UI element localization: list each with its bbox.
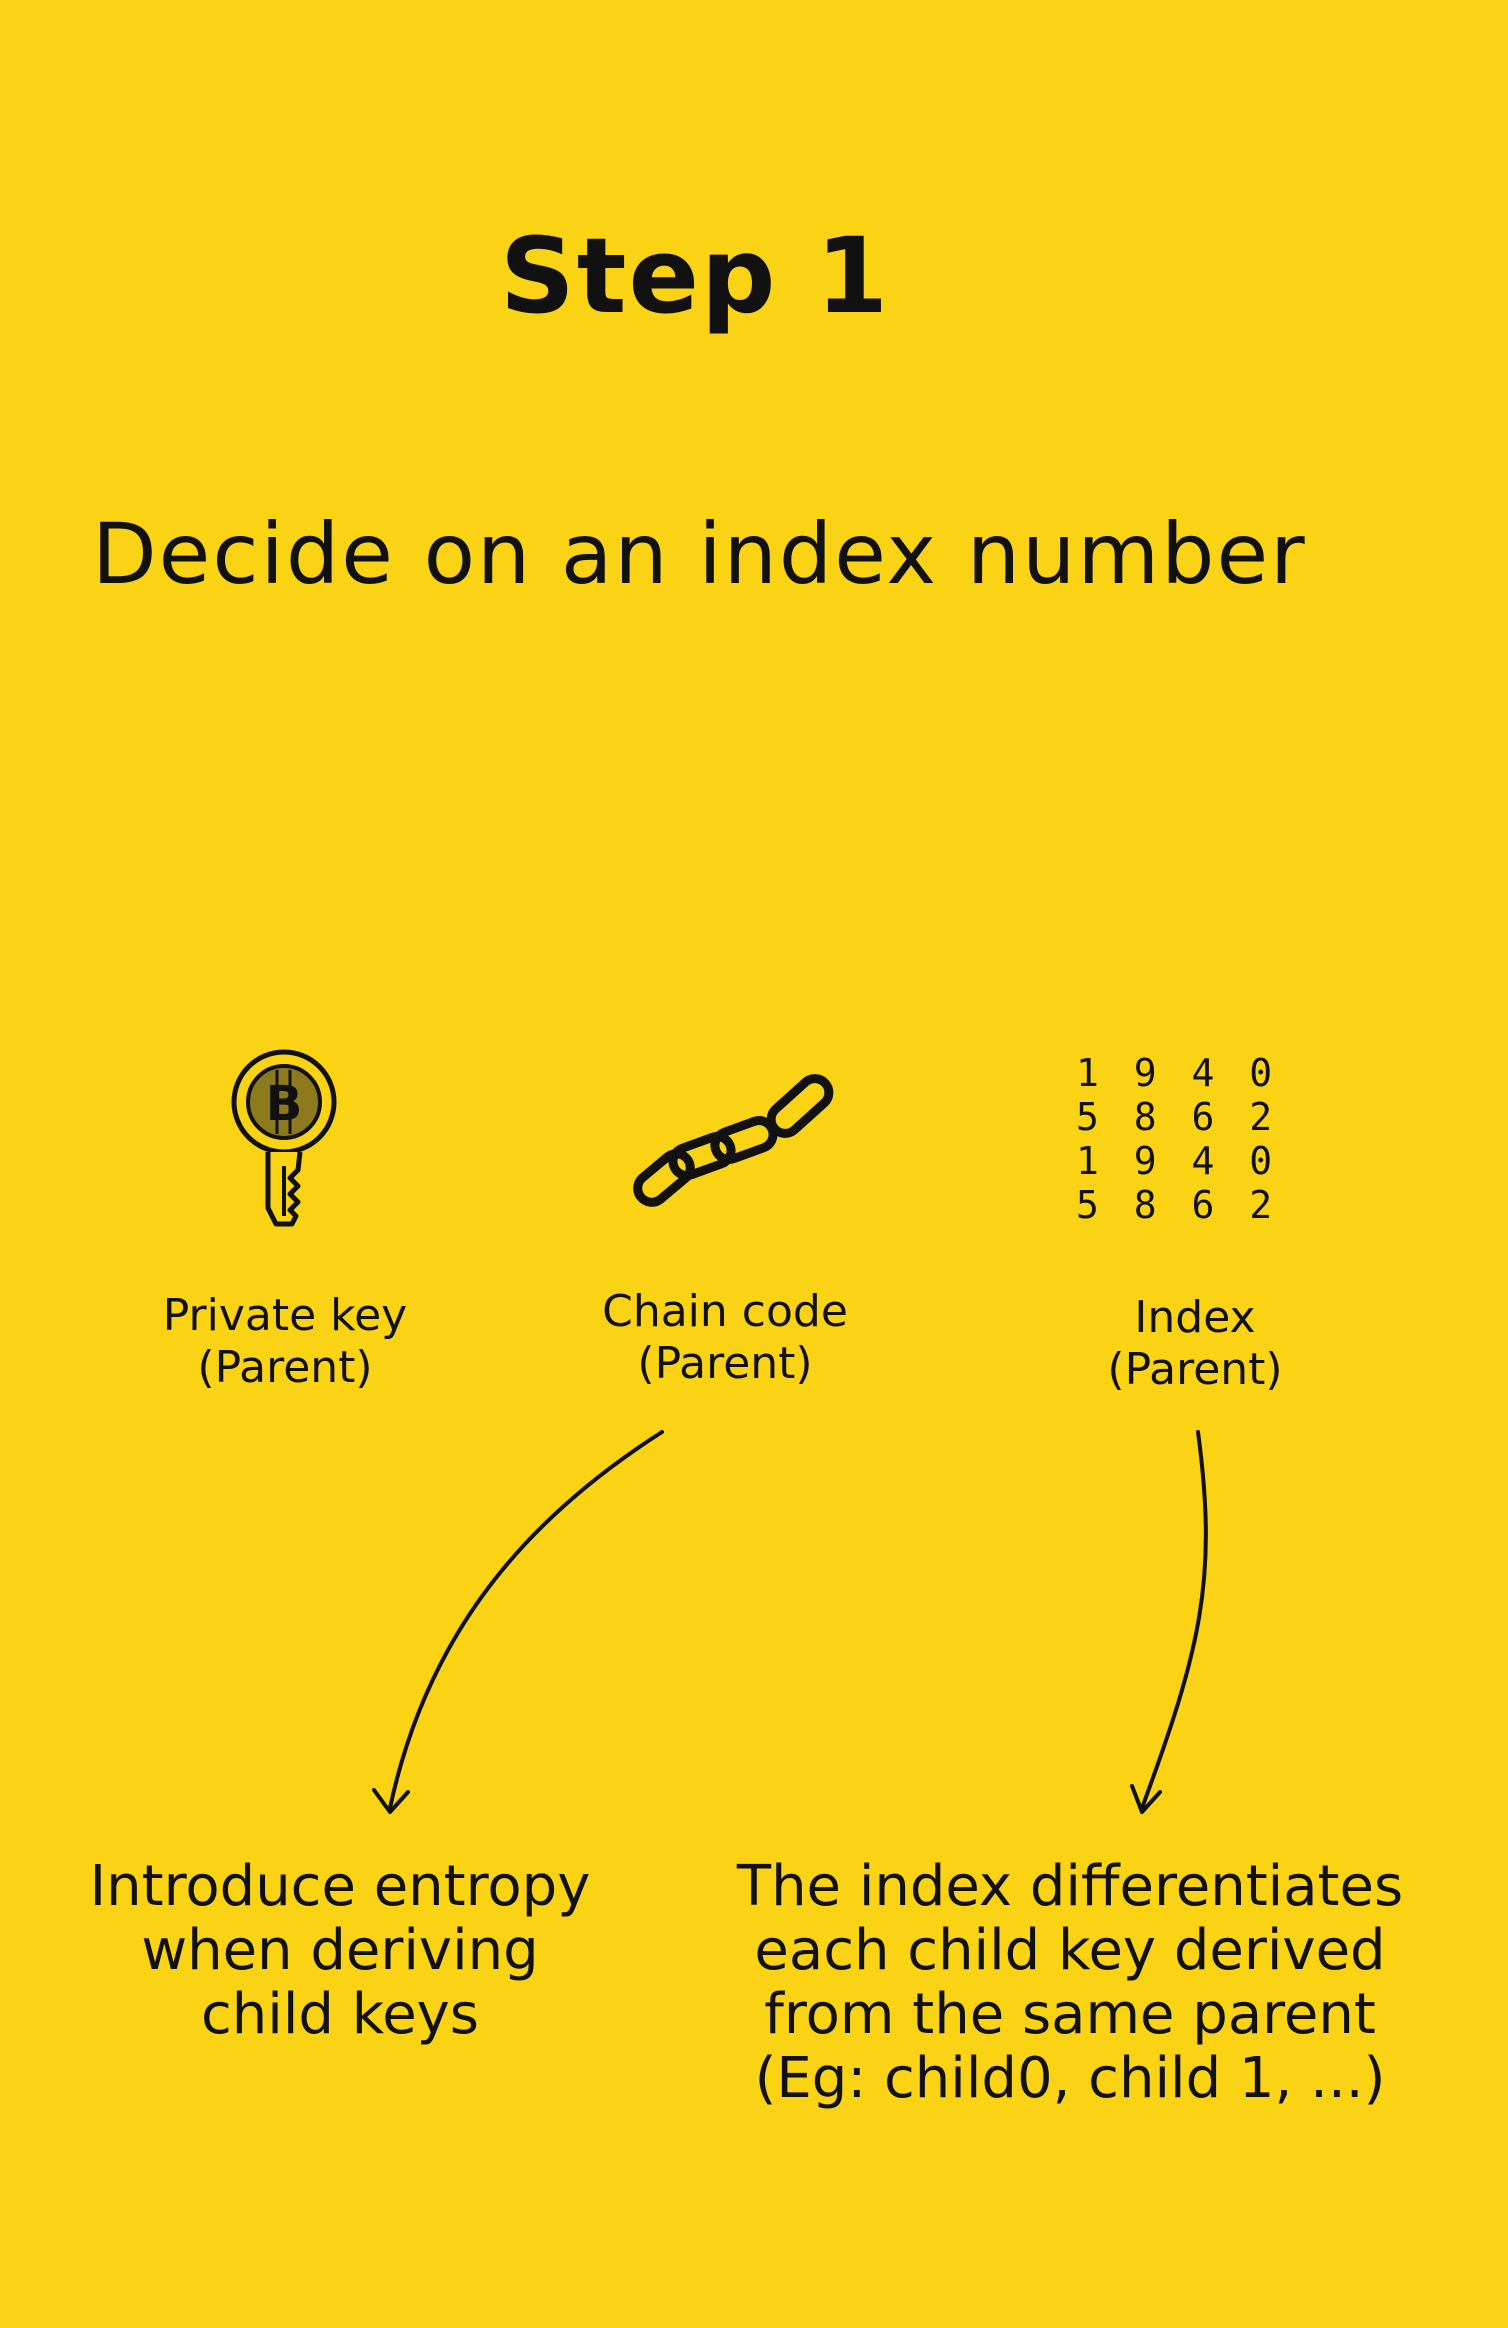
note-line: (Eg: child0, child 1, ...): [754, 2046, 1386, 2111]
index-arrow: [1140, 1430, 1208, 1810]
note-line: each child key derived: [754, 1918, 1386, 1983]
note-line: The index differentiates: [736, 1854, 1404, 1919]
chain-code-arrowhead: [372, 1788, 410, 1814]
step-title: Step 1: [499, 215, 891, 337]
label-line: Chain code: [602, 1286, 848, 1337]
label-line: Index: [1134, 1292, 1256, 1343]
note-line: child keys: [201, 1982, 479, 2047]
page-subtitle: Decide on an index number: [92, 505, 1307, 603]
label-line: Private key: [162, 1290, 408, 1341]
note-line: from the same parent: [764, 1982, 1376, 2047]
private-key-label: Private key (Parent): [130, 1290, 440, 1394]
label-line: (Parent): [1107, 1344, 1283, 1395]
digit-row: 5 8 6 2 7: [1076, 1183, 1290, 1227]
index-arrowhead: [1130, 1784, 1162, 1814]
digit-row: 1 9 4 0 3: [1076, 1139, 1290, 1183]
digits-grid-icon: 1 9 4 0 3 5 8 6 2 7 1 9 4 0 3 5 8 6 2 7: [1076, 1051, 1290, 1227]
label-line: (Parent): [637, 1338, 813, 1389]
svg-text:B: B: [266, 1076, 303, 1132]
note-line: Introduce entropy: [89, 1854, 591, 1919]
label-line: (Parent): [197, 1342, 373, 1393]
index-label: Index (Parent): [1040, 1292, 1350, 1396]
chain-code-label: Chain code (Parent): [570, 1286, 880, 1390]
note-line: when deriving: [141, 1918, 539, 1983]
digit-row: 1 9 4 0 3: [1076, 1051, 1290, 1095]
chain-code-note: Introduce entropy when deriving child ke…: [60, 1855, 620, 2047]
digit-row: 5 8 6 2 7: [1076, 1095, 1290, 1139]
index-note: The index differentiates each child key …: [700, 1855, 1440, 2111]
chain-code-arrow: [388, 1430, 664, 1810]
bitcoin-key-icon: B: [231, 1049, 337, 1227]
chain-link-icon: [633, 1074, 834, 1207]
